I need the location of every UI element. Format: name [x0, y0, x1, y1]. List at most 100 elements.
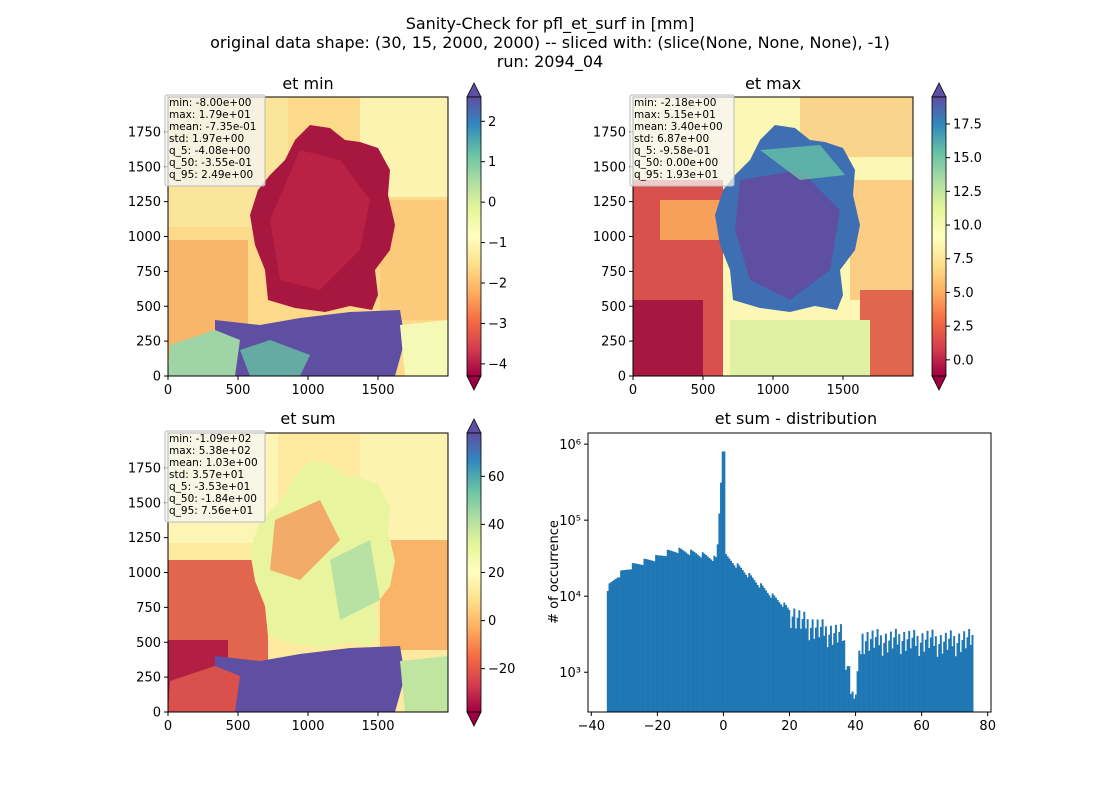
histogram-bar [645, 559, 648, 712]
histogram-bar [823, 635, 826, 712]
y-tick-label: 250 [601, 335, 626, 350]
histogram-bar [771, 593, 774, 712]
histogram-bar [829, 625, 832, 712]
colorbar-tick-label: 60 [488, 470, 505, 485]
x-tick-label: 500 [226, 719, 251, 734]
histogram-bar [786, 607, 789, 712]
histogram-bar [859, 654, 862, 712]
histogram-bar [811, 619, 814, 712]
histogram-bar [888, 640, 891, 712]
colorbar-extend-top [466, 82, 482, 98]
histogram-bar [756, 585, 759, 712]
panel-et-min: et min 0 500 1000 1500 0 250 500 750 1000 1250 150… [128, 74, 507, 398]
colorbar-extend-top [931, 82, 947, 98]
histogram-bar [808, 640, 811, 712]
colorbar-et-sum: 60 40 20 0 −20 [466, 418, 515, 727]
histogram-bar [876, 629, 879, 712]
colorbar-tick-label: 12.5 [953, 185, 982, 200]
stat-line: q_5: -4.08e+00 [169, 145, 250, 157]
histogram-bar [906, 639, 909, 712]
histogram-bar [763, 588, 766, 712]
histogram-bar [748, 572, 751, 712]
histogram-bar [941, 653, 944, 712]
histogram-bar [809, 627, 812, 712]
histogram-bar [608, 583, 611, 712]
histogram-bar [683, 551, 686, 712]
y-tick-label: 0 [153, 706, 161, 721]
histogram-bar [843, 640, 846, 712]
histogram-bar [778, 602, 781, 712]
histogram-bar [903, 631, 906, 712]
histogram-bar [894, 628, 897, 712]
histogram-bar [858, 650, 861, 712]
histogram-bar [826, 647, 829, 712]
x-tick-label: 500 [691, 383, 716, 398]
histogram-bar [969, 644, 972, 712]
histogram-bar [690, 549, 693, 712]
stat-line: std: 1.97e+00 [169, 133, 244, 145]
histogram-bar [671, 551, 674, 712]
histogram-bar [936, 656, 939, 712]
stat-line: max: 5.38e+02 [169, 445, 251, 457]
histogram-bar [665, 556, 668, 712]
y-tick-label: 10⁵ [559, 514, 581, 529]
histogram-bar [700, 557, 703, 712]
histogram-bar [691, 550, 694, 712]
stat-line: q_50: -3.55e-01 [169, 157, 252, 169]
stats-box-et-sum: min: -1.09e+02 max: 5.38e+02 mean: 1.03e… [164, 430, 266, 523]
histogram-bar [721, 451, 724, 712]
stat-line: std: 3.57e+01 [169, 469, 244, 481]
y-tick-label: 1250 [128, 195, 161, 210]
histogram-bar [670, 550, 673, 712]
colorbar-tick-label: 1 [488, 155, 496, 170]
histogram-bar [964, 648, 967, 712]
histogram-bar [651, 560, 654, 712]
histogram-bar [781, 606, 784, 712]
x-tick-label: 1500 [361, 383, 394, 398]
histogram-bar [968, 629, 971, 712]
histogram-bar [961, 640, 964, 712]
colorbar-tick-label: −20 [488, 662, 515, 677]
histogram-bar [849, 694, 852, 712]
y-tick-label: 1500 [593, 160, 626, 175]
histogram-bar [761, 585, 764, 712]
histogram-bar [856, 671, 859, 712]
histogram-bar [911, 637, 914, 712]
colorbar-tick-label: −4 [488, 357, 507, 372]
histogram-bar [711, 560, 714, 712]
colorbar-tick-label: 7.5 [953, 252, 974, 267]
histogram-bar [814, 627, 817, 712]
histogram-bar [909, 648, 912, 712]
histogram-bar [841, 640, 844, 712]
histogram-bar [806, 619, 809, 712]
colorbar-tick-label: 2.5 [953, 320, 974, 335]
histogram-bar [874, 637, 877, 712]
y-tick-label: 1000 [593, 230, 626, 245]
histogram-bar [758, 587, 761, 712]
y-tick-label: 10⁶ [559, 438, 581, 453]
histogram-bar [728, 558, 731, 712]
stat-line: q_95: 7.56e+01 [169, 505, 253, 517]
histogram-bar [861, 633, 864, 712]
histogram-bar [635, 563, 638, 712]
histogram-bar [966, 637, 969, 712]
y-tick-label: 1000 [128, 566, 161, 581]
colorbar-tick-label: 15.0 [953, 151, 982, 166]
colorbar-tick-label: 17.5 [953, 117, 982, 132]
colorbar-tick-label: 0.0 [953, 353, 974, 368]
stats-box-et-min: min: -8.00e+00 max: 1.79e+01 mean: -7.35… [164, 94, 266, 187]
histogram-bar [929, 637, 932, 712]
histogram-bar [743, 572, 746, 712]
colorbar-extend-bottom [931, 375, 947, 391]
histogram-bar [746, 577, 749, 712]
histogram-bar [675, 552, 678, 712]
histogram-bar [680, 548, 683, 712]
y-tick-label: 1250 [128, 531, 161, 546]
histogram-bar [866, 632, 869, 712]
x-tick-label: −20 [644, 719, 671, 734]
y-tick-label: 500 [601, 300, 626, 315]
histogram-bar [804, 628, 807, 712]
histogram-bar [750, 575, 752, 712]
x-tick-label: 1500 [361, 719, 394, 734]
histogram-bar [828, 634, 831, 712]
